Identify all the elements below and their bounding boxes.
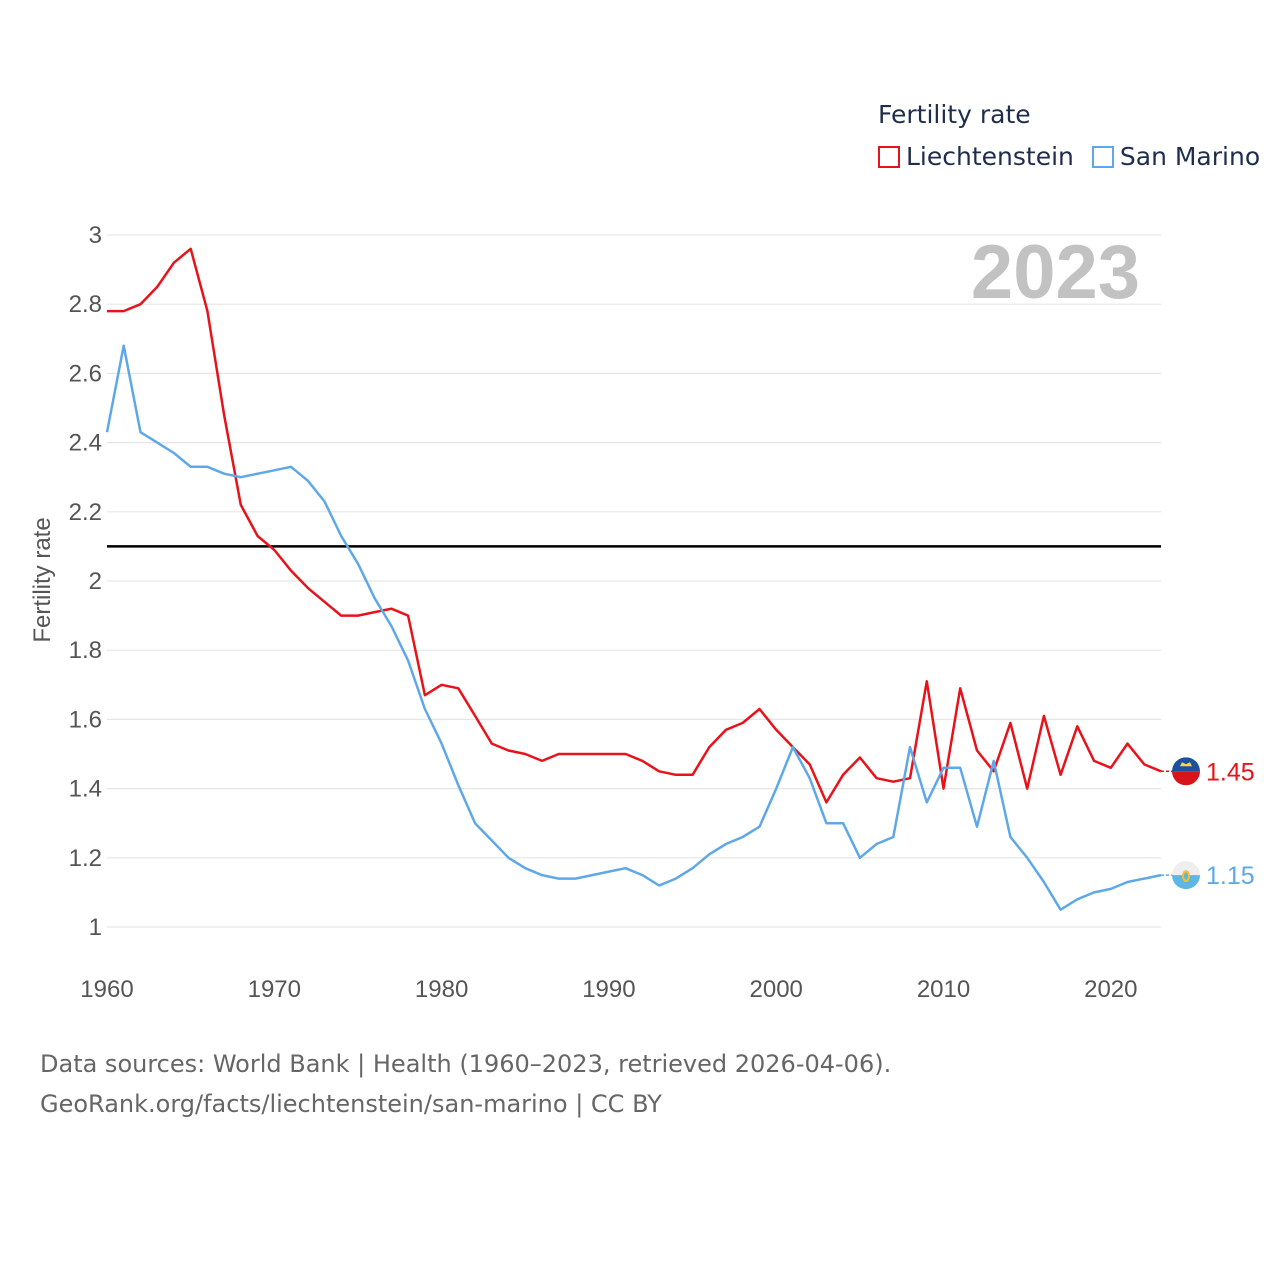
legend-item-san-marino[interactable]: San Marino bbox=[1091, 142, 1261, 171]
x-tick-label: 2010 bbox=[917, 976, 970, 1003]
year-watermark: 2023 bbox=[971, 230, 1140, 315]
y-tick-label: 1.4 bbox=[69, 776, 102, 803]
y-tick-label: 1.6 bbox=[69, 706, 102, 733]
y-tick-label: 1 bbox=[89, 914, 102, 941]
x-tick-label: 1980 bbox=[415, 976, 468, 1003]
y-axis: 1 1.2 1.4 1.6 1.8 2 2.2 2.4 2.6 2.8 3 bbox=[69, 222, 102, 941]
end-value-san-marino: 1.15 bbox=[1206, 862, 1255, 890]
series-line-san-marino bbox=[105, 344, 1162, 911]
y-axis-label: Fertility rate bbox=[29, 517, 56, 642]
legend-title: Fertility rate bbox=[878, 100, 1031, 129]
legend-swatch-san-marino bbox=[1091, 145, 1114, 168]
y-tick-label: 3 bbox=[89, 222, 102, 249]
x-tick-label: 1960 bbox=[80, 976, 133, 1003]
end-value-liechtenstein: 1.45 bbox=[1206, 758, 1255, 786]
legend-label-san-marino: San Marino bbox=[1119, 142, 1261, 171]
y-tick-label: 2.2 bbox=[69, 499, 102, 526]
series-group bbox=[105, 247, 1175, 911]
legend-label-liechtenstein: Liechtenstein bbox=[906, 142, 1074, 171]
y-tick-label: 2.4 bbox=[69, 430, 102, 457]
grid bbox=[107, 234, 1161, 928]
end-markers bbox=[1172, 757, 1200, 890]
series-line-liechtenstein bbox=[107, 247, 1162, 804]
x-tick-label: 1970 bbox=[248, 976, 301, 1003]
y-tick-label: 2.8 bbox=[69, 291, 102, 318]
x-tick-label: 2020 bbox=[1084, 976, 1137, 1003]
source-line-1: Data sources: World Bank | Health (1960–… bbox=[40, 1050, 892, 1078]
legend-swatch-liechtenstein bbox=[878, 145, 900, 168]
y-tick-label: 1.2 bbox=[69, 845, 102, 872]
legend-item-liechtenstein[interactable]: Liechtenstein bbox=[878, 142, 1074, 171]
source-line-2[interactable]: GeoRank.org/facts/liechtenstein/san-mari… bbox=[40, 1090, 662, 1118]
y-tick-label: 2 bbox=[89, 568, 102, 595]
x-tick-label: 1990 bbox=[582, 976, 635, 1003]
x-axis: 1960 1970 1980 1990 2000 2010 2020 bbox=[80, 976, 1137, 1003]
y-tick-label: 1.8 bbox=[69, 637, 102, 664]
x-tick-label: 2000 bbox=[750, 976, 803, 1003]
liechtenstein-flag-icon bbox=[1172, 757, 1200, 786]
san-marino-flag-icon bbox=[1172, 861, 1200, 890]
legend: Liechtenstein San Marino bbox=[878, 142, 1278, 171]
source-note: Data sources: World Bank | Health (1960–… bbox=[40, 1044, 891, 1124]
y-tick-label: 2.6 bbox=[69, 360, 102, 387]
